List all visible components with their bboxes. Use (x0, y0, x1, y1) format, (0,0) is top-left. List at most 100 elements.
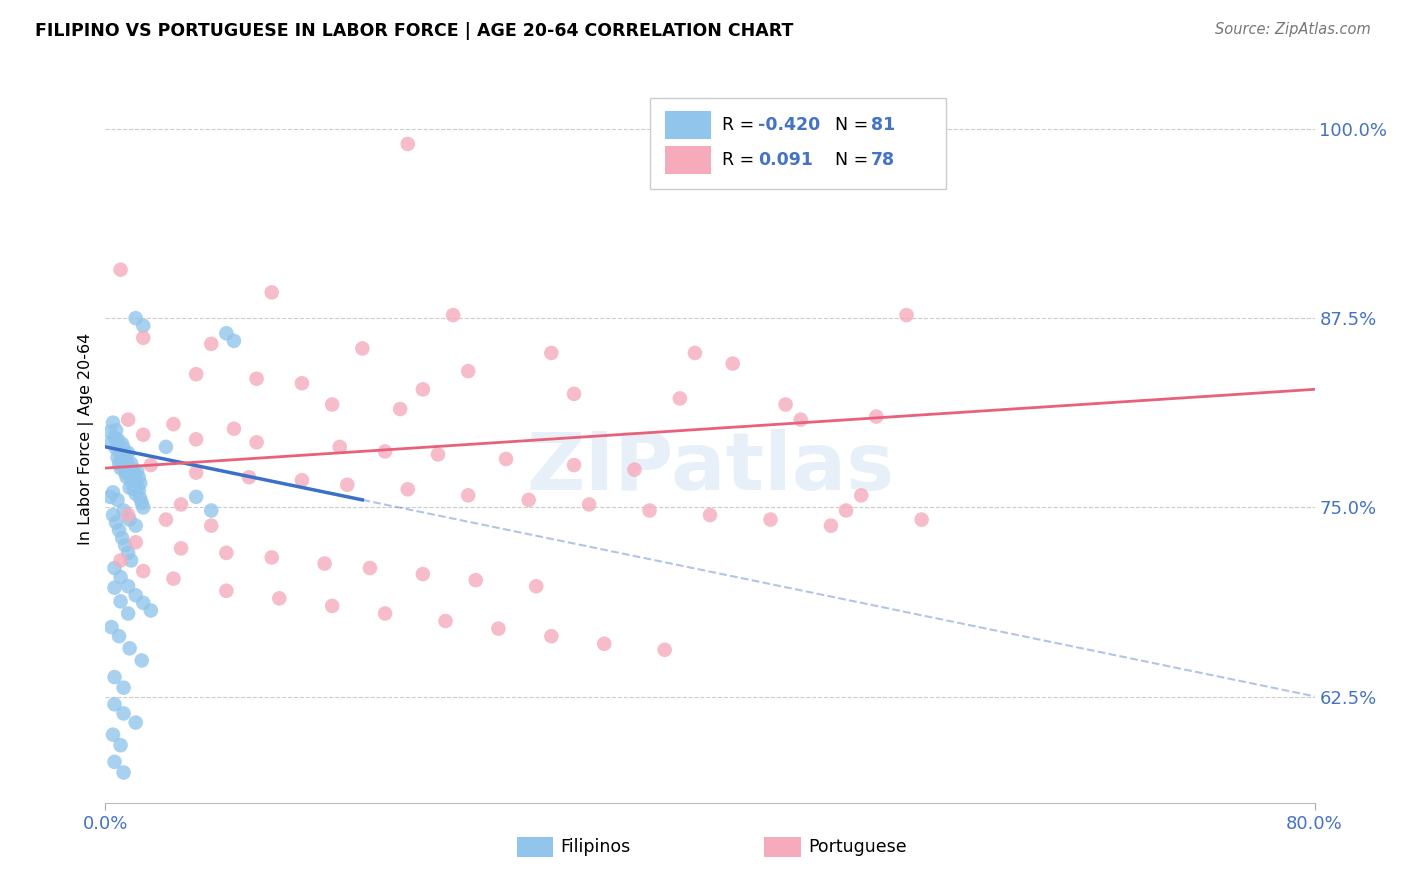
FancyBboxPatch shape (516, 837, 553, 857)
Point (103, 755, 125, 769)
Point (110, 594, 132, 608)
Point (115, 470, 138, 484)
Point (124, 518, 148, 533)
Point (162, 417, 184, 432)
Point (721, 357, 744, 371)
Point (260, 550, 283, 565)
Point (129, 476, 152, 491)
Point (110, 446, 132, 460)
Point (186, 490, 208, 504)
Point (336, 477, 359, 491)
Point (170, 498, 193, 512)
Point (374, 607, 396, 621)
Point (131, 653, 153, 667)
Point (114, 449, 136, 463)
Point (321, 397, 343, 411)
Point (200, 518, 222, 533)
Point (107, 492, 129, 507)
Point (124, 487, 148, 501)
Point (114, 466, 136, 480)
Point (112, 681, 135, 695)
Point (128, 483, 150, 498)
Point (105, 516, 128, 530)
Point (540, 346, 562, 360)
Point (562, 387, 585, 401)
Point (412, 567, 434, 582)
Text: ZIPatlas: ZIPatlas (526, 429, 894, 508)
Text: Filipinos: Filipinos (560, 838, 630, 856)
Point (132, 318, 155, 333)
Point (865, 409, 887, 424)
Point (111, 452, 134, 467)
Point (291, 473, 314, 487)
Point (215, 546, 238, 560)
Point (103, 561, 125, 575)
Point (427, 447, 450, 461)
Point (117, 508, 139, 522)
Point (578, 498, 600, 512)
Point (120, 457, 142, 471)
Point (593, 637, 616, 651)
Point (314, 557, 336, 571)
Point (103, 581, 125, 595)
Point (790, 412, 813, 426)
Point (132, 331, 155, 345)
Point (269, 591, 291, 606)
Point (155, 512, 177, 526)
Point (162, 572, 184, 586)
Point (835, 503, 858, 517)
Point (110, 553, 132, 567)
Point (683, 346, 706, 360)
Point (103, 670, 125, 684)
Text: 81: 81 (870, 116, 896, 135)
Point (112, 706, 135, 721)
Point (107, 450, 129, 465)
Point (321, 599, 343, 613)
Point (186, 466, 208, 480)
Text: -0.420: -0.420 (758, 116, 821, 135)
Point (100, 435, 122, 450)
Point (122, 483, 145, 497)
Point (103, 698, 125, 712)
Point (124, 588, 148, 602)
Point (117, 607, 139, 621)
Point (115, 455, 138, 469)
Point (120, 553, 142, 567)
Point (155, 440, 177, 454)
Point (124, 473, 148, 487)
Text: Portuguese: Portuguese (808, 838, 907, 856)
Point (110, 738, 132, 752)
Point (110, 262, 132, 277)
Point (110, 461, 132, 475)
Point (329, 440, 352, 454)
Point (759, 512, 782, 526)
Point (139, 458, 162, 472)
Point (117, 579, 139, 593)
FancyBboxPatch shape (765, 837, 801, 857)
Point (112, 457, 135, 471)
Point (457, 364, 479, 378)
Point (352, 342, 374, 356)
Point (238, 470, 260, 484)
Point (118, 512, 141, 526)
Point (186, 367, 208, 381)
Text: N =: N = (835, 116, 873, 135)
Point (108, 440, 131, 454)
Point (911, 512, 934, 526)
FancyBboxPatch shape (650, 97, 946, 188)
Point (101, 508, 124, 522)
Point (108, 629, 131, 643)
Point (434, 614, 457, 628)
Point (775, 397, 797, 411)
Point (896, 308, 918, 322)
Point (118, 641, 141, 656)
Text: 0.091: 0.091 (758, 151, 814, 169)
Point (186, 432, 208, 446)
Point (114, 538, 136, 552)
Point (108, 457, 131, 471)
Point (215, 583, 238, 598)
Point (623, 462, 645, 476)
Point (118, 481, 141, 495)
Point (117, 412, 139, 426)
Point (260, 285, 283, 300)
